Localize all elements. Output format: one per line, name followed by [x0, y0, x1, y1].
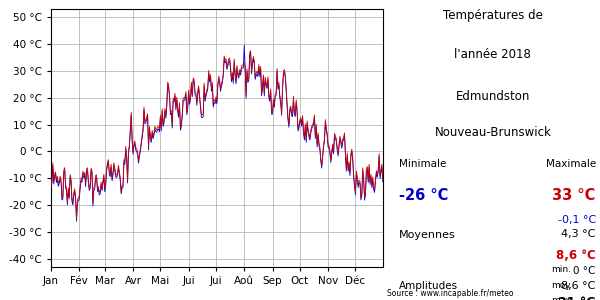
- Text: 4,3 °C: 4,3 °C: [562, 230, 596, 239]
- Text: Source : www.incapable.fr/meteo: Source : www.incapable.fr/meteo: [387, 290, 514, 298]
- Text: min.: min.: [551, 266, 571, 274]
- Text: Edmundston: Edmundston: [456, 90, 530, 103]
- Text: 33 °C: 33 °C: [553, 188, 596, 202]
- Text: -0,1 °C: -0,1 °C: [557, 214, 596, 224]
- Text: Nouveau-Brunswick: Nouveau-Brunswick: [434, 126, 551, 139]
- Text: l'année 2018: l'année 2018: [454, 48, 532, 61]
- Text: Maximale: Maximale: [545, 159, 596, 169]
- Text: -26 °C: -26 °C: [399, 188, 448, 202]
- Text: 0 °C: 0 °C: [574, 266, 596, 275]
- Text: Températures de: Températures de: [443, 9, 543, 22]
- Text: max.: max.: [551, 296, 574, 300]
- Text: 8,6 °C: 8,6 °C: [562, 281, 596, 291]
- Text: Amplitudes: Amplitudes: [399, 281, 458, 291]
- Text: Minimale: Minimale: [399, 159, 446, 169]
- Text: 21 °C: 21 °C: [559, 296, 596, 300]
- Text: moy.: moy.: [551, 281, 572, 290]
- Text: Moyennes: Moyennes: [399, 230, 456, 239]
- Text: 8,6 °C: 8,6 °C: [556, 249, 596, 262]
